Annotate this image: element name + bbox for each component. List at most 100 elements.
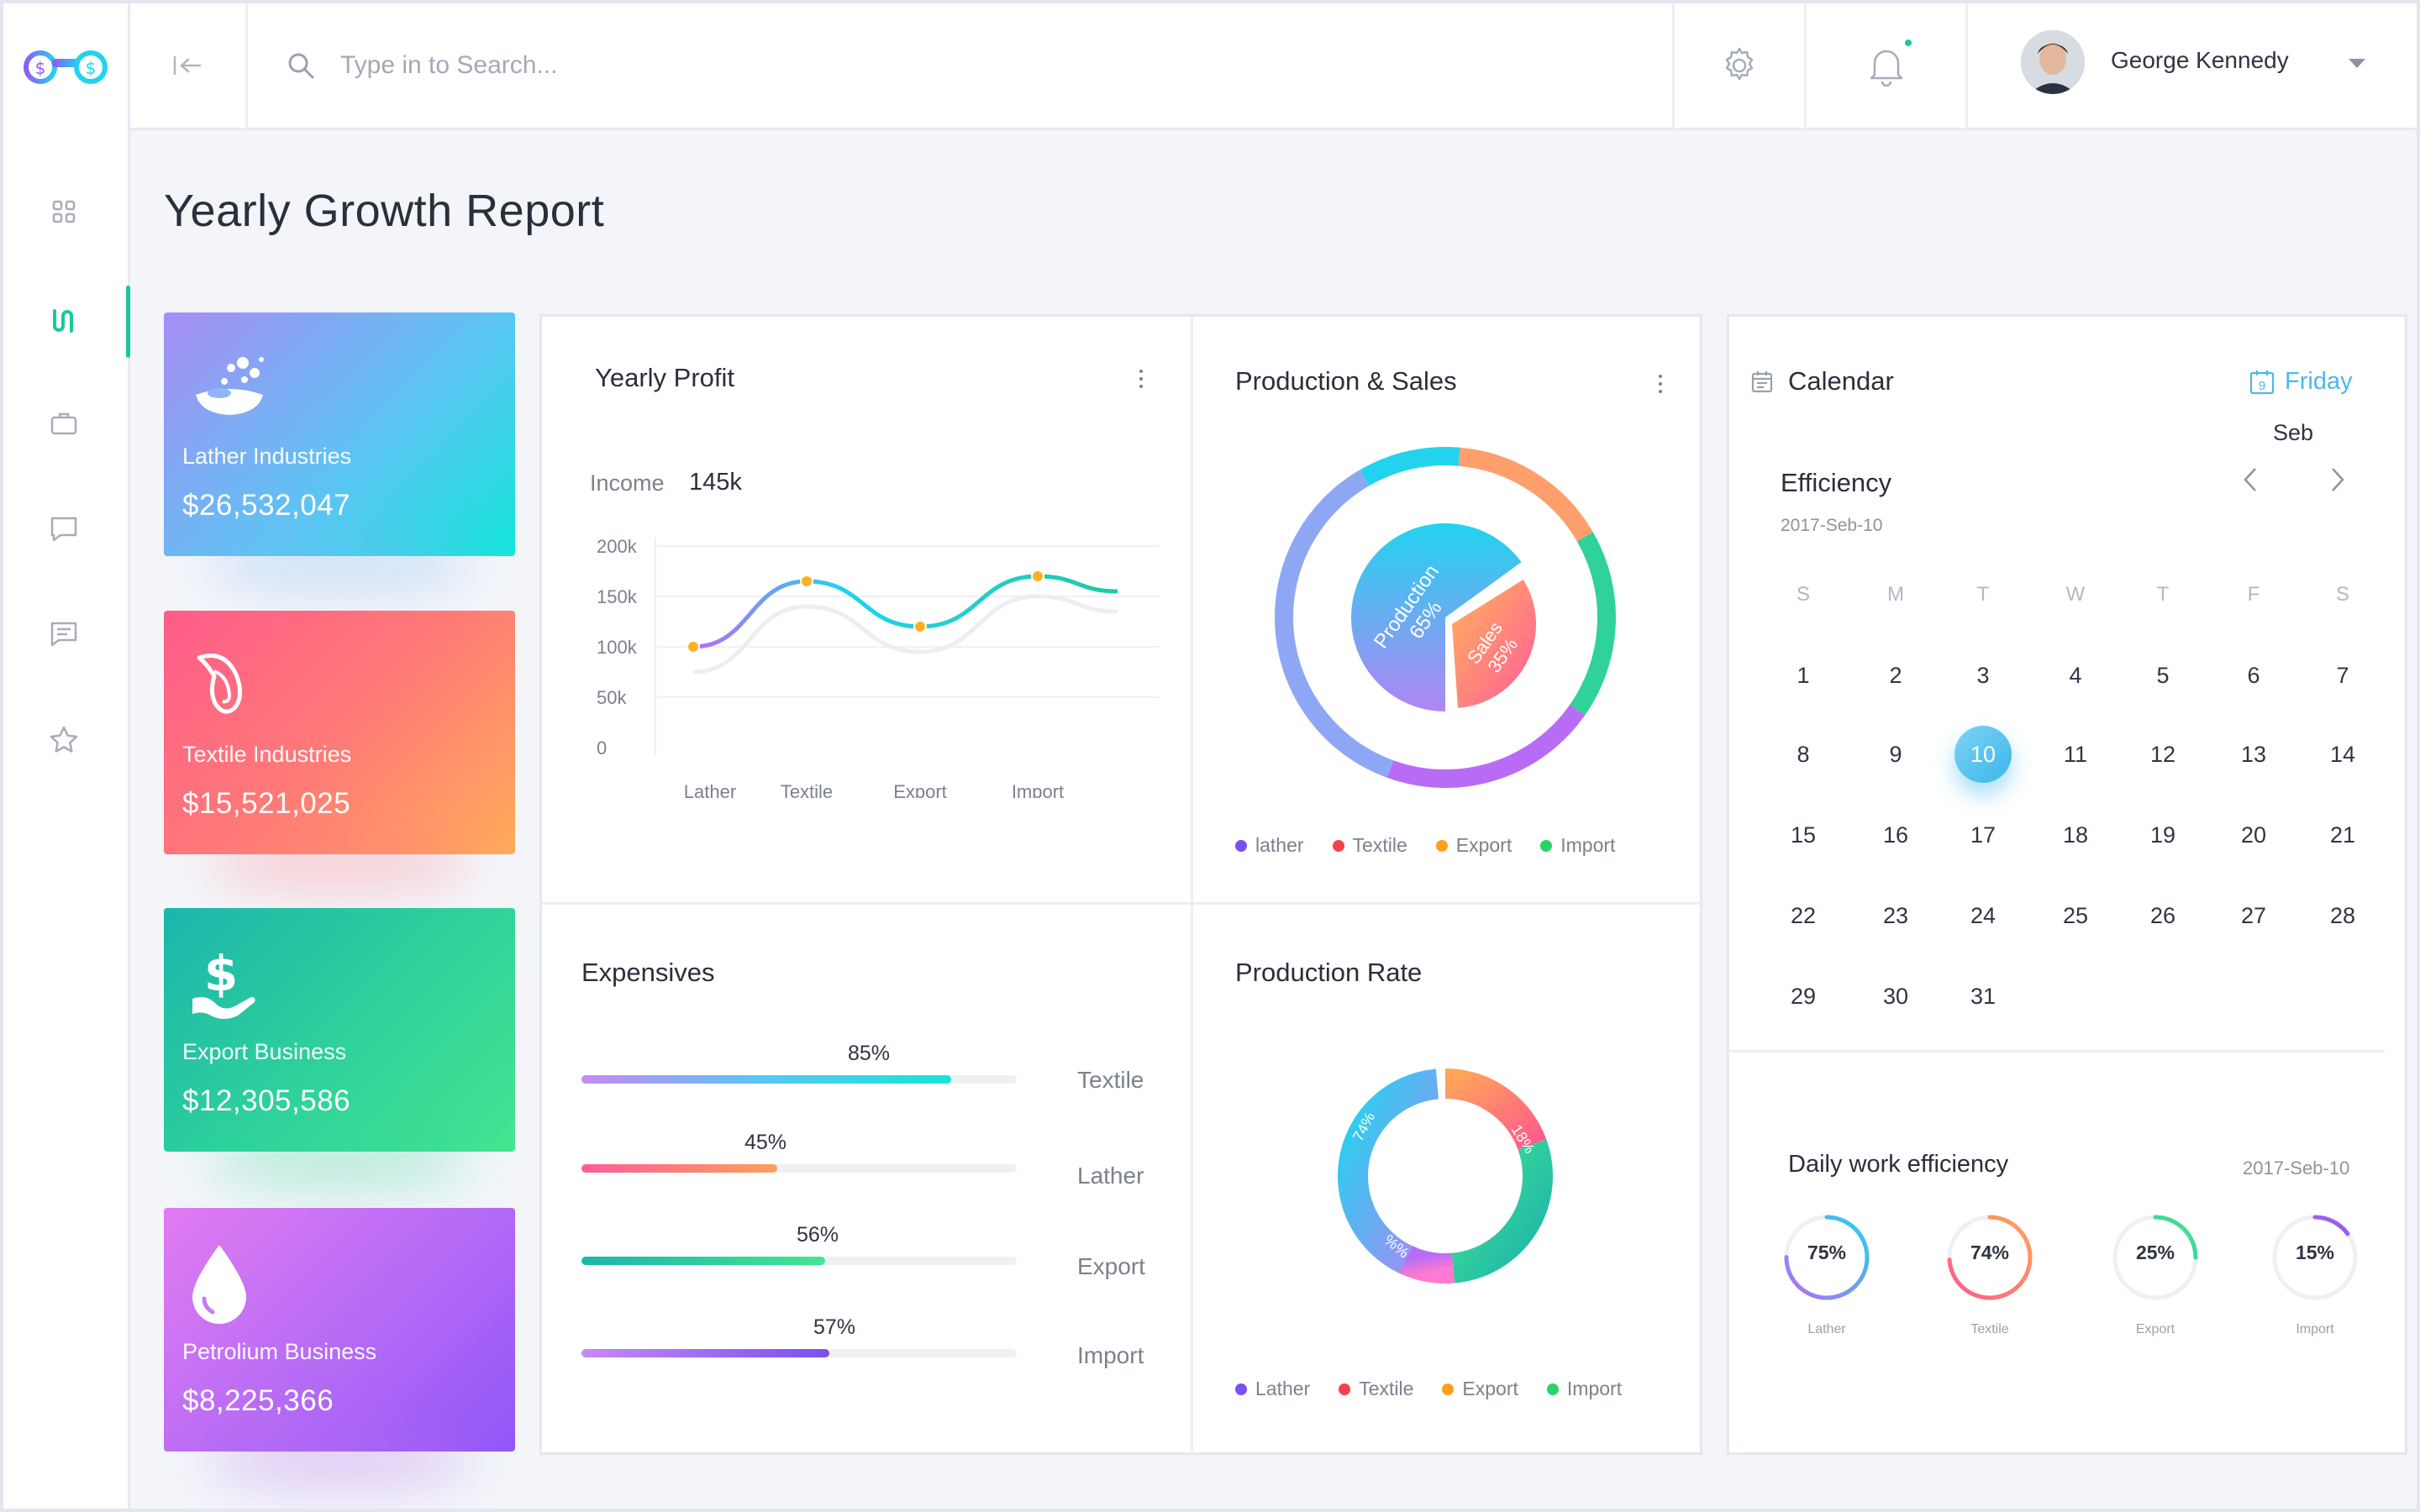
chart-point[interactable]	[687, 640, 700, 654]
app-logo[interactable]: $ $	[22, 44, 109, 91]
chart-point[interactable]	[800, 575, 813, 588]
efficiency-arc	[2112, 1215, 2198, 1300]
chart-series-line	[692, 574, 1118, 649]
pie-slice-sales[interactable]	[1452, 580, 1536, 708]
top-bar: George Kennedy	[130, 0, 2420, 130]
yearly-profit-menu-icon[interactable]	[1138, 370, 1144, 388]
avatar[interactable]	[2021, 30, 2085, 94]
calendar-day[interactable]: 28	[2329, 902, 2356, 928]
donut-segment	[1444, 1068, 1547, 1151]
calendar-day[interactable]: 11	[2063, 741, 2088, 767]
calendar-day[interactable]: 8	[1797, 741, 1810, 767]
production-sales-title: Production & Sales	[1235, 366, 1457, 396]
stat-card-label: Export Business	[182, 1039, 347, 1064]
bar-percent: 56%	[797, 1223, 839, 1247]
pie-slice-production[interactable]	[1351, 523, 1522, 711]
calendar-day[interactable]: 23	[1882, 902, 1909, 928]
notification-dot	[1902, 37, 1914, 49]
calendar-day[interactable]: 12	[2149, 741, 2176, 767]
legend-item: Export	[1435, 834, 1512, 857]
growth-icon[interactable]	[44, 301, 84, 341]
calendar-day[interactable]: 5	[2156, 662, 2170, 688]
stat-card-textile[interactable]: Textile Industries $15,521,025	[164, 611, 515, 888]
calendar-day[interactable]: 26	[2149, 902, 2176, 928]
expense-row-textile: 85% Textile	[581, 1042, 1150, 1093]
message-icon[interactable]	[44, 614, 84, 654]
dollar-hand-icon: $	[187, 945, 271, 1026]
x-tick-label: Import	[1012, 781, 1064, 798]
calendar-day[interactable]: 6	[2247, 662, 2260, 688]
calendar-day[interactable]: 13	[2240, 741, 2267, 767]
calendar-day[interactable]: 3	[1976, 662, 1990, 688]
dashboard-grid-icon[interactable]	[44, 192, 84, 232]
calendar-prev-button[interactable]	[2242, 465, 2260, 498]
stat-card-lather[interactable]: Lather Industries $26,532,047	[164, 312, 515, 590]
page-title: Yearly Growth Report	[164, 186, 605, 236]
chart-point[interactable]	[913, 620, 927, 633]
calendar-icon	[1751, 370, 1773, 397]
bar-track	[581, 1075, 1017, 1084]
stat-card-export[interactable]: $ Export Business $12,305,586	[164, 908, 515, 1185]
collapse-sidebar-button[interactable]	[130, 0, 248, 130]
stat-card-petrolium[interactable]: Petrolium Business $8,225,366	[164, 1208, 515, 1485]
efficiency-ring: 25% Export	[2109, 1211, 2202, 1336]
legend-item: Import	[1546, 1378, 1622, 1400]
calendar-day[interactable]: 29	[1790, 983, 1817, 1009]
calendar-day[interactable]: 30	[1882, 983, 1909, 1009]
efficiency-label: Import	[2296, 1322, 2334, 1336]
production-sales-legend: lather Textile Export Import	[1235, 834, 1615, 857]
calendar-next-button[interactable]	[2328, 465, 2346, 498]
calendar-day[interactable]: 20	[2240, 822, 2267, 848]
ring-segment	[1570, 532, 1616, 716]
calendar-day-selector[interactable]: 9 Friday	[2249, 368, 2353, 396]
user-name[interactable]: George Kennedy	[2111, 47, 2289, 73]
calendar-day[interactable]: 2	[1889, 662, 1902, 688]
calendar-weekday: W	[2065, 583, 2086, 606]
calendar-day[interactable]: 27	[2240, 902, 2267, 928]
textile-icon	[186, 646, 270, 722]
svg-text:9: 9	[2259, 379, 2265, 393]
efficiency-percent: 75%	[1807, 1242, 1847, 1263]
chat-bubble-icon[interactable]	[44, 509, 84, 549]
settings-button[interactable]	[1672, 0, 1807, 130]
calendar-day[interactable]: 17	[1970, 822, 1996, 848]
y-tick-label: 100k	[597, 637, 638, 658]
efficiency-ring: 74% Textile	[1944, 1211, 2036, 1336]
stat-card-label: Lather Industries	[182, 444, 352, 469]
x-tick-label: Textile	[781, 781, 833, 798]
calendar-day[interactable]: 15	[1790, 822, 1817, 848]
briefcase-icon[interactable]	[44, 403, 84, 444]
calendar-day[interactable]: 14	[2329, 741, 2356, 767]
calendar-day[interactable]: 21	[2329, 822, 2356, 848]
efficiency-percent: 15%	[2295, 1242, 2335, 1263]
production-sales-menu-icon[interactable]	[1657, 375, 1664, 393]
chart-point[interactable]	[1031, 570, 1044, 583]
calendar-panel	[1727, 314, 2407, 1455]
search-input[interactable]	[340, 42, 1601, 89]
calendar-day[interactable]: 1	[1797, 662, 1810, 688]
efficiency-arc	[2272, 1215, 2358, 1300]
calendar-day[interactable]: 4	[2069, 662, 2082, 688]
calendar-day[interactable]: 16	[1882, 822, 1909, 848]
bar-percent: 57%	[813, 1315, 856, 1339]
donut-segment	[1451, 1139, 1553, 1284]
star-icon[interactable]	[44, 720, 84, 760]
calendar-day[interactable]: 19	[2149, 822, 2176, 848]
sidebar-active-indicator	[126, 286, 130, 358]
calendar-day-name: Friday	[2285, 368, 2353, 395]
production-rate-title: Production Rate	[1235, 958, 1423, 987]
donut-segment	[1338, 1068, 1439, 1278]
calendar-day[interactable]: 22	[1790, 902, 1817, 928]
efficiency-percent: 25%	[2135, 1242, 2175, 1263]
notifications-button[interactable]	[1807, 0, 1968, 130]
calendar-day[interactable]: 24	[1970, 902, 1996, 928]
efficiency-arc	[1947, 1215, 2033, 1300]
calendar-day[interactable]: 31	[1970, 983, 1996, 1009]
calendar-day[interactable]: 9	[1889, 741, 1902, 767]
calendar-day[interactable]: 18	[2062, 822, 2089, 848]
calendar-day[interactable]: 25	[2062, 902, 2089, 928]
calendar-day-selected[interactable]: 10	[1954, 726, 2012, 783]
legend-item: Import	[1540, 834, 1615, 857]
chevron-down-icon[interactable]	[2347, 57, 2367, 75]
calendar-day[interactable]: 7	[2336, 662, 2349, 688]
